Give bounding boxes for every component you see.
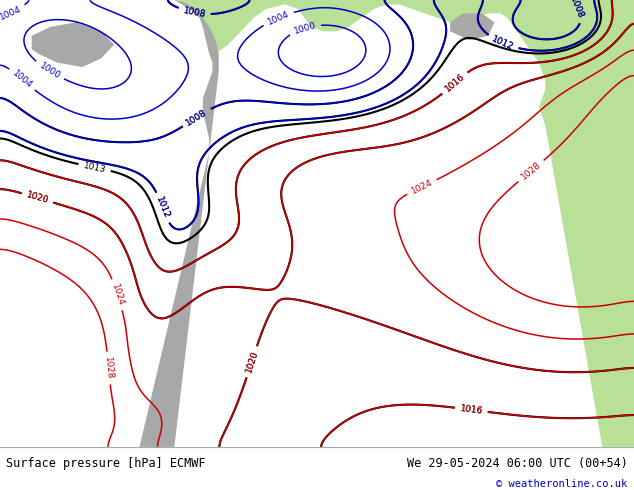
Text: 1028: 1028 <box>103 356 114 380</box>
Text: 1000: 1000 <box>37 61 61 81</box>
Text: 1024: 1024 <box>110 282 125 307</box>
Text: Surface pressure [hPa] ECMWF: Surface pressure [hPa] ECMWF <box>6 457 206 470</box>
Polygon shape <box>32 23 114 67</box>
Text: 1016: 1016 <box>443 72 467 94</box>
Text: 1016: 1016 <box>460 404 483 416</box>
Polygon shape <box>139 0 219 447</box>
Text: 1012: 1012 <box>491 34 515 51</box>
Text: 1024: 1024 <box>410 178 434 196</box>
Text: 1028: 1028 <box>519 160 543 182</box>
Text: © weatheronline.co.uk: © weatheronline.co.uk <box>496 479 628 489</box>
Text: 1012: 1012 <box>491 34 515 51</box>
Text: 1008: 1008 <box>184 107 209 127</box>
Text: 1008: 1008 <box>569 0 585 20</box>
Text: 1016: 1016 <box>443 72 467 94</box>
Text: 1008: 1008 <box>182 6 207 19</box>
Polygon shape <box>450 13 495 40</box>
Text: We 29-05-2024 06:00 UTC (00+54): We 29-05-2024 06:00 UTC (00+54) <box>407 457 628 470</box>
Text: 1016: 1016 <box>460 404 483 416</box>
Text: 1012: 1012 <box>154 196 171 220</box>
Text: 1004: 1004 <box>10 69 34 91</box>
Text: 1020: 1020 <box>25 191 49 205</box>
Polygon shape <box>174 0 634 447</box>
Text: 1013: 1013 <box>82 161 107 174</box>
Text: 1000: 1000 <box>293 21 317 36</box>
Text: 1012: 1012 <box>154 196 171 220</box>
Text: 1008: 1008 <box>182 6 207 19</box>
Text: 1004: 1004 <box>0 4 22 22</box>
Text: 1020: 1020 <box>25 191 49 205</box>
Text: 1020: 1020 <box>244 349 260 374</box>
Text: 1004: 1004 <box>266 9 290 26</box>
Text: 1008: 1008 <box>184 107 209 127</box>
Text: 1008: 1008 <box>569 0 585 20</box>
Text: 1020: 1020 <box>244 349 260 374</box>
